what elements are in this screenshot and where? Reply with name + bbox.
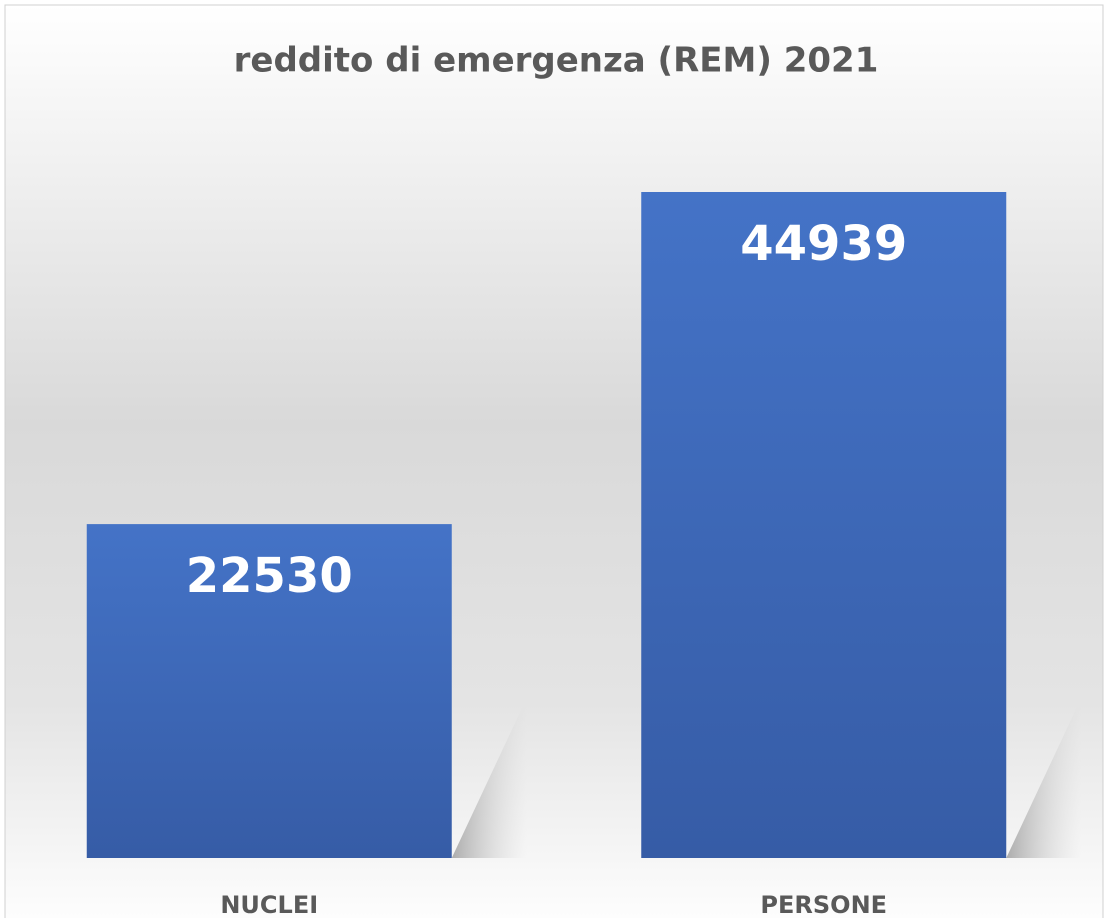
x-tick-label: NUCLEI — [220, 891, 318, 918]
value-label: 44939 — [740, 216, 907, 272]
value-label: 22530 — [186, 548, 353, 604]
bar-shadow — [451, 698, 527, 858]
chart-title: reddito di emergenza (REM) 2021 — [234, 41, 879, 81]
bar — [641, 192, 1007, 858]
x-tick-label: PERSONE — [760, 891, 887, 918]
bar-shadow — [1006, 698, 1082, 858]
bar — [86, 524, 452, 858]
